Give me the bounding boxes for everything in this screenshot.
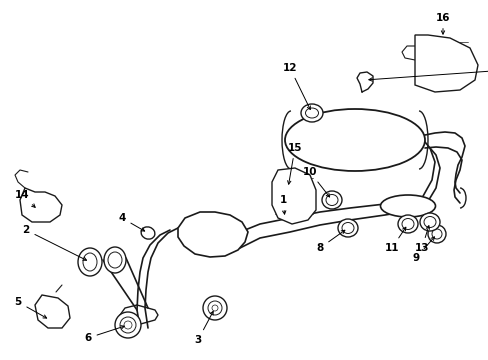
- Text: 5: 5: [14, 297, 46, 318]
- Text: 11: 11: [384, 227, 405, 253]
- Ellipse shape: [380, 195, 435, 217]
- Ellipse shape: [301, 104, 323, 122]
- Circle shape: [115, 312, 141, 338]
- Polygon shape: [271, 168, 315, 224]
- Ellipse shape: [325, 194, 337, 206]
- Circle shape: [427, 225, 445, 243]
- Ellipse shape: [341, 222, 353, 234]
- Text: 16: 16: [435, 13, 449, 34]
- Text: 10: 10: [302, 167, 329, 197]
- Text: 3: 3: [194, 311, 213, 345]
- Ellipse shape: [108, 252, 122, 268]
- Ellipse shape: [104, 247, 126, 273]
- Text: 1: 1: [279, 195, 286, 214]
- Text: 2: 2: [22, 225, 86, 260]
- Polygon shape: [35, 295, 70, 328]
- Text: 9: 9: [411, 237, 433, 263]
- Text: 15: 15: [287, 143, 302, 184]
- Text: 14: 14: [15, 190, 35, 207]
- Circle shape: [120, 317, 136, 333]
- Ellipse shape: [285, 109, 424, 171]
- Polygon shape: [20, 188, 62, 222]
- Circle shape: [431, 229, 441, 239]
- Circle shape: [212, 305, 218, 311]
- Ellipse shape: [141, 227, 155, 239]
- Text: 12: 12: [282, 63, 310, 109]
- Ellipse shape: [78, 248, 102, 276]
- Text: 8: 8: [316, 230, 344, 253]
- Ellipse shape: [305, 108, 318, 118]
- Text: 7: 7: [368, 55, 488, 81]
- Ellipse shape: [337, 219, 357, 237]
- Circle shape: [207, 301, 222, 315]
- Ellipse shape: [397, 215, 417, 233]
- Polygon shape: [414, 35, 477, 92]
- Text: 4: 4: [118, 213, 144, 231]
- Ellipse shape: [419, 213, 439, 231]
- Text: 13: 13: [414, 226, 428, 253]
- Circle shape: [203, 296, 226, 320]
- Text: 6: 6: [84, 326, 124, 343]
- Ellipse shape: [321, 191, 341, 209]
- Ellipse shape: [423, 216, 435, 228]
- Circle shape: [124, 321, 132, 329]
- Ellipse shape: [83, 253, 97, 271]
- Ellipse shape: [401, 219, 413, 230]
- Polygon shape: [178, 212, 247, 257]
